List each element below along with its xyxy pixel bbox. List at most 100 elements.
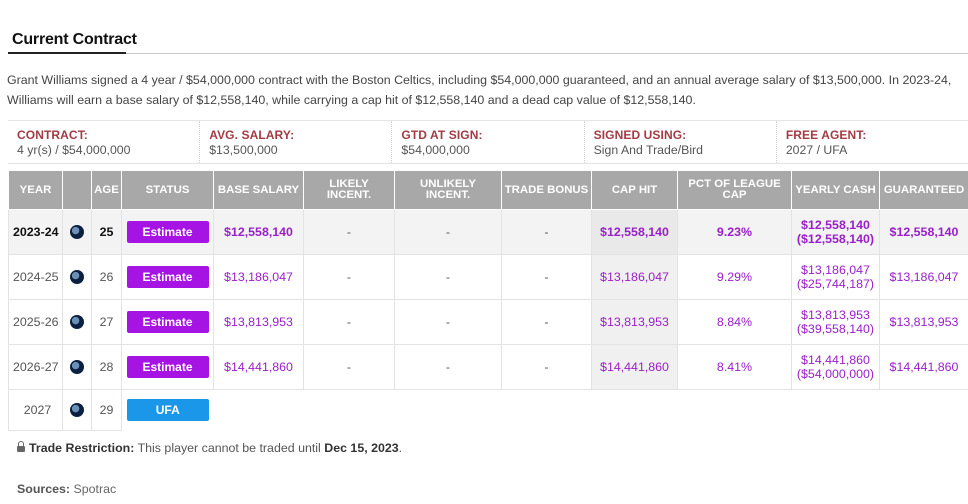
col-header-trade-bonus[interactable]: TRADE BONUS (501, 170, 592, 210)
info-label: AVG. SALARY: (209, 128, 295, 142)
ufa-badge[interactable]: UFA (126, 399, 209, 422)
cell-trade-bonus: - (501, 344, 592, 390)
table-row: 2024-25 26 Estimate $13,186,047 - - - $1… (8, 254, 968, 300)
info-gtd-at-sign: GTD AT SIGN: $54,000,000 (391, 121, 583, 163)
sources-label: Sources: (17, 482, 71, 496)
cell-team (62, 209, 92, 255)
cell-age: 27 (91, 299, 122, 345)
info-label: CONTRACT: (17, 128, 88, 142)
celtics-logo-icon (70, 315, 84, 330)
info-contract: CONTRACT: 4 yr(s) / $54,000,000 (8, 121, 199, 163)
table-row: 2023-24 25 Estimate $12,558,140 - - - $1… (8, 209, 968, 255)
col-header-status[interactable]: STATUS (121, 170, 214, 210)
yearly-cash-value: $12,558,140 (801, 218, 870, 232)
celtics-logo-icon (70, 360, 84, 375)
estimate-badge[interactable]: Estimate (126, 221, 209, 243)
cell-pct-cap: 9.29% (677, 254, 792, 300)
info-value: Sign And Trade/Bird (593, 143, 703, 157)
table-row: 2025-26 27 Estimate $13,813,953 - - - $1… (8, 299, 968, 345)
col-header-pct-league-cap[interactable]: PCT OF LEAGUE CAP (677, 170, 792, 210)
cumulative-cash-value: ($25,744,187) (796, 277, 875, 291)
restriction-label: Trade Restriction: (29, 441, 135, 455)
info-value: 2027 / UFA (785, 143, 848, 157)
col-header-year[interactable]: YEAR (8, 170, 63, 210)
sources-line: Sources: Spotrac (17, 482, 116, 496)
col-header-unlikely-incent[interactable]: UNLIKELY INCENT. (394, 170, 502, 210)
celtics-logo-icon (70, 225, 84, 240)
col-header-guaranteed[interactable]: GUARANTEED (879, 170, 968, 210)
col-header-yearly-cash[interactable]: YEARLY CASH (791, 170, 880, 210)
cell-yearly-cash: $12,558,140 ($12,558,140) (791, 209, 880, 255)
col-header-age[interactable]: AGE (91, 170, 122, 210)
cell-cap-hit: $12,558,140 (591, 209, 678, 255)
table-header-row: YEAR AGE STATUS BASE SALARY LIKELY INCEN… (8, 170, 968, 210)
info-label: GTD AT SIGN: (401, 128, 483, 142)
table-row: 2026-27 28 Estimate $14,441,860 - - - $1… (8, 344, 968, 390)
cell-likely-incent: - (303, 209, 395, 255)
cumulative-cash-value: ($39,558,140) (796, 322, 875, 336)
cell-guaranteed: $13,186,047 (879, 254, 968, 300)
restriction-end: . (398, 441, 403, 455)
info-value: 4 yr(s) / $54,000,000 (17, 143, 131, 157)
cell-likely-incent: - (303, 299, 395, 345)
contract-table: YEAR AGE STATUS BASE SALARY LIKELY INCEN… (8, 170, 968, 431)
cell-status: Estimate (121, 254, 214, 300)
restriction-date: Dec 15, 2023 (324, 441, 399, 455)
sources-value: Spotrac (73, 482, 117, 496)
celtics-logo-icon (70, 403, 84, 418)
estimate-badge[interactable]: Estimate (126, 311, 209, 333)
cumulative-cash-value: ($12,558,140) (796, 232, 875, 246)
info-label: SIGNED USING: (593, 128, 687, 142)
col-header-likely-incent[interactable]: LIKELY INCENT. (303, 170, 395, 210)
cell-likely-incent: - (303, 344, 395, 390)
cell-year: 2024-25 (8, 254, 63, 300)
cell-cap-hit: $14,441,860 (591, 344, 678, 390)
cell-trade-bonus: - (501, 254, 592, 300)
cell-status: UFA (122, 390, 214, 431)
cell-likely-incent: - (303, 254, 395, 300)
cell-base-salary: $13,186,047 (213, 254, 304, 300)
section-divider (8, 53, 968, 54)
cell-yearly-cash: $13,813,953 ($39,558,140) (791, 299, 880, 345)
trade-restriction-note: Trade Restriction: This player cannot be… (17, 441, 402, 455)
cell-year: 2023-24 (8, 209, 63, 255)
cell-year: 2027 (8, 389, 63, 431)
cell-unlikely-incent: - (394, 344, 502, 390)
estimate-badge[interactable]: Estimate (126, 266, 209, 288)
col-header-team (62, 170, 92, 210)
contract-summary: Grant Williams signed a 4 year / $54,000… (7, 73, 952, 107)
cell-team (62, 254, 92, 300)
lock-icon (17, 441, 25, 452)
celtics-logo-icon (70, 270, 84, 285)
cell-unlikely-incent: - (394, 299, 502, 345)
contract-info-bar: CONTRACT: 4 yr(s) / $54,000,000 AVG. SAL… (8, 120, 968, 164)
estimate-badge[interactable]: Estimate (126, 356, 209, 378)
cell-status: Estimate (121, 209, 214, 255)
cell-base-salary: $12,558,140 (213, 209, 304, 255)
info-signed-using: SIGNED USING: Sign And Trade/Bird (583, 121, 776, 163)
cell-base-salary: $13,813,953 (213, 299, 304, 345)
col-header-base-salary[interactable]: BASE SALARY (213, 170, 304, 210)
cell-unlikely-incent: - (394, 254, 502, 300)
info-label: FREE AGENT: (785, 128, 867, 142)
cell-pct-cap: 8.41% (677, 344, 792, 390)
cell-age: 28 (91, 344, 122, 390)
cell-age: 26 (91, 254, 122, 300)
cell-status: Estimate (121, 344, 214, 390)
section-title: Current Contract (12, 31, 137, 48)
cell-guaranteed: $13,813,953 (879, 299, 968, 345)
cell-yearly-cash: $13,186,047 ($25,744,187) (791, 254, 880, 300)
cell-trade-bonus: - (501, 209, 592, 255)
restriction-text: This player cannot be traded until (137, 441, 321, 455)
cell-guaranteed: $12,558,140 (879, 209, 968, 255)
cell-base-salary: $14,441,860 (213, 344, 304, 390)
cell-unlikely-incent: - (394, 209, 502, 255)
cell-age: 29 (91, 389, 122, 431)
cumulative-cash-value: ($54,000,000) (796, 367, 875, 381)
section-title-underline (8, 52, 126, 54)
info-value: $54,000,000 (401, 143, 470, 157)
col-header-cap-hit[interactable]: CAP HIT (591, 170, 678, 210)
cell-team (62, 299, 92, 345)
cell-pct-cap: 8.84% (677, 299, 792, 345)
cell-trade-bonus: - (501, 299, 592, 345)
